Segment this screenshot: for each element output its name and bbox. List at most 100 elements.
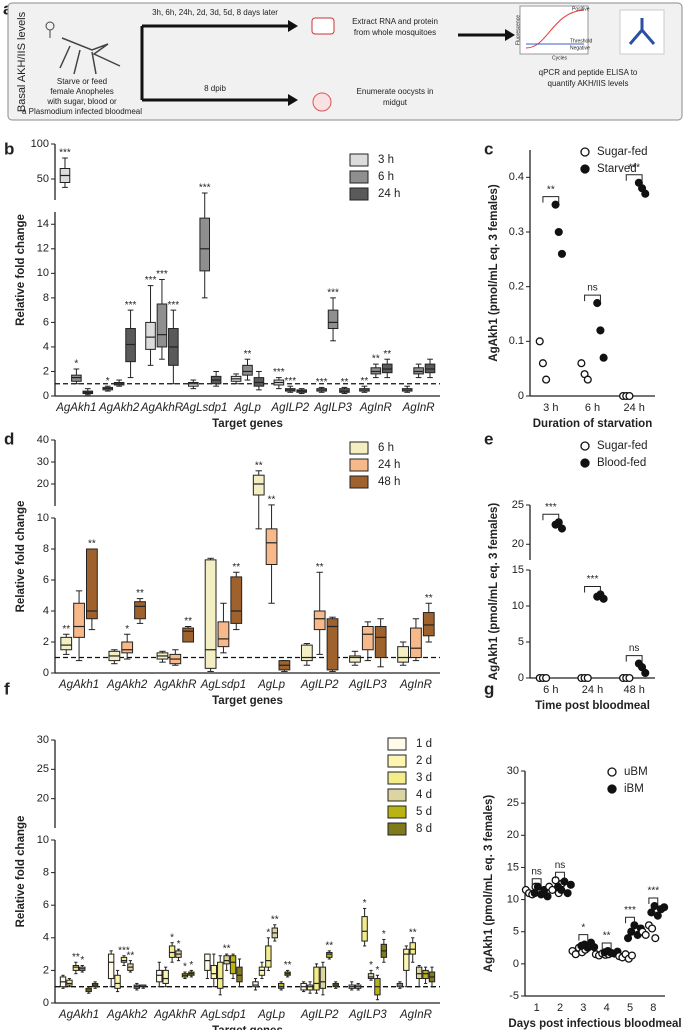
significance: *** <box>316 377 328 388</box>
box <box>265 528 278 565</box>
legend-swatch <box>349 187 369 201</box>
y-tick-label: 0.4 <box>509 171 524 183</box>
x-tick-label: AgInR <box>402 402 435 414</box>
y-tick-label: 10 <box>37 267 49 279</box>
significance: ** <box>361 376 369 387</box>
flow-line <box>140 24 288 102</box>
y-tick-label: 25 <box>507 797 519 809</box>
significance: ** <box>425 593 433 604</box>
significance-bracket <box>648 897 659 904</box>
significance: *** <box>59 148 71 159</box>
panel-label: e <box>484 429 493 448</box>
data-point <box>641 930 650 939</box>
legend-swatch <box>387 788 407 802</box>
qpcr-text: Fluorescence <box>515 15 521 45</box>
significance: ** <box>126 950 134 961</box>
box <box>258 966 266 976</box>
box <box>242 364 253 376</box>
significance-bracket <box>578 934 589 941</box>
box <box>204 559 217 669</box>
schematic-text: quantify AKH/IIS levels <box>548 79 629 88</box>
box <box>424 363 436 374</box>
qpcr-text: Cycles <box>552 55 568 61</box>
tube-icon <box>311 17 335 35</box>
x-tick-label: 6 h <box>585 402 600 414</box>
x-tick-label: AgLp <box>233 402 261 414</box>
legend-label: 6 h <box>378 442 394 454</box>
x-tick-label: AgILP3 <box>313 402 352 414</box>
data-point <box>566 880 575 889</box>
box <box>300 644 313 662</box>
box <box>156 303 168 348</box>
y-tick-label: 0.1 <box>509 335 524 347</box>
legend-label: uBM <box>624 766 648 778</box>
significance: ns <box>587 283 598 294</box>
legend-swatch <box>387 771 407 785</box>
significance: *** <box>145 275 157 286</box>
data-point <box>596 326 605 335</box>
legend-label: 8 d <box>416 823 432 835</box>
significance: * <box>375 965 379 976</box>
significance: *** <box>624 905 636 916</box>
y-tick-label: 25 <box>512 499 524 511</box>
box <box>415 966 423 980</box>
x-axis-title: Time post bloodmeal <box>535 700 650 712</box>
box <box>349 655 361 663</box>
x-tick-label: AgILP2 <box>300 679 339 691</box>
schematic-side-title: Basal AKH/IIS levels <box>16 11 28 112</box>
y-tick-label: 0.3 <box>509 226 524 238</box>
legend-label: 48 h <box>378 476 400 488</box>
significance: ** <box>268 495 276 506</box>
mosquito-icon <box>59 37 121 75</box>
legend-marker <box>580 164 590 174</box>
y-axis-title: AgAkh1 (pmol/mL eq. 3 females) <box>488 503 500 681</box>
data-point <box>627 927 636 936</box>
y-tick-label: 100 <box>31 138 49 150</box>
significance: *** <box>628 162 640 173</box>
x-tick-label: 2 <box>557 1002 563 1014</box>
y-tick-label: 0.2 <box>509 281 524 293</box>
box <box>86 548 98 620</box>
significance-bracket <box>542 196 560 203</box>
box <box>313 610 326 631</box>
x-tick-label: AgInR <box>359 402 392 414</box>
data-point <box>599 594 608 603</box>
qpcr-text: Threshold <box>570 38 592 44</box>
legend-label: 3 h <box>378 154 394 166</box>
legend-label: iBM <box>624 783 644 795</box>
legend-swatch <box>387 822 407 836</box>
data-point <box>563 889 572 898</box>
x-tick-label: AgLp <box>257 1009 285 1021</box>
x-tick-label: AgAkh1 <box>58 679 99 691</box>
x-tick-label: 8 <box>650 1002 656 1014</box>
legend-label: 6 h <box>378 171 394 183</box>
data-point <box>543 892 552 901</box>
significance: ** <box>184 616 192 627</box>
y-tick-label: 4 <box>43 341 49 353</box>
x-tick-label: AgAkh1 <box>58 1009 99 1021</box>
legend-marker <box>607 767 617 777</box>
data-point <box>538 359 547 368</box>
box <box>121 641 134 654</box>
x-tick-label: 24 h <box>623 402 644 414</box>
box <box>361 916 368 942</box>
legend-marker <box>607 784 617 794</box>
y-tick-label: 8 <box>43 292 49 304</box>
schematic-text: Starve or feed <box>57 77 107 86</box>
panel-label: c <box>484 139 493 158</box>
box <box>73 602 85 638</box>
box <box>229 955 237 975</box>
y-tick-label: 10 <box>37 834 49 846</box>
significance-bracket <box>584 585 601 593</box>
significance: *** <box>284 376 296 387</box>
box <box>252 474 265 496</box>
x-axis-title: Target genes <box>212 1025 283 1030</box>
significance: ** <box>547 184 555 195</box>
y-tick-label: 2 <box>43 636 49 648</box>
x-tick-label: AgInR <box>399 679 432 691</box>
x-axis-title: Target genes <box>212 418 283 430</box>
data-point <box>557 524 566 533</box>
significance: ** <box>72 952 80 963</box>
significance: * <box>382 929 386 940</box>
